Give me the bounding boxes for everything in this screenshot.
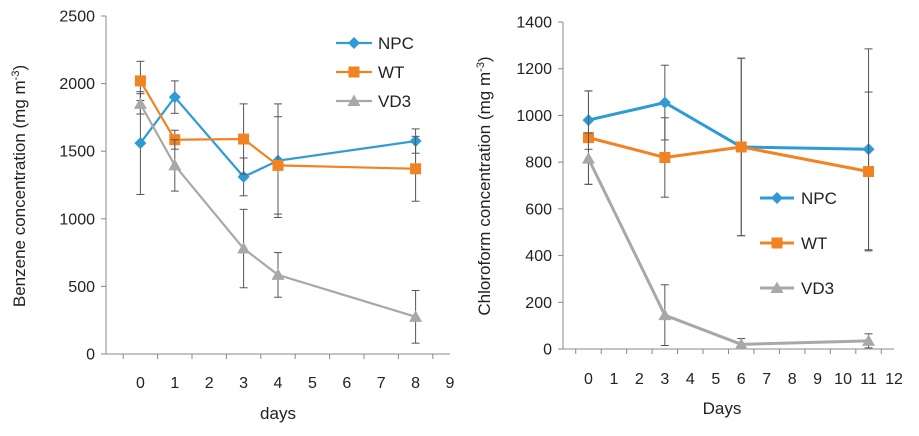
x-tick-label: 7: [377, 375, 386, 392]
legend-swatch-marker: [347, 94, 361, 106]
x-tick-label: 9: [813, 371, 822, 388]
data-point: [658, 308, 672, 321]
x-tick-label: 9: [446, 375, 455, 392]
data-point: [581, 152, 595, 164]
series-line-npc: [588, 100, 869, 151]
y-tick-label: 0: [543, 342, 552, 359]
x-tick-label: 3: [239, 375, 248, 392]
benzene-series: [133, 60, 423, 344]
x-tick-label: 4: [274, 375, 283, 392]
chloroform-legend: NPC WT VD3: [760, 189, 837, 298]
y-tick-label: 1000: [59, 211, 95, 228]
benzene-y-ticks: 0 500 1000 1500 2000 2500: [59, 9, 106, 364]
x-tick-label: 6: [737, 371, 746, 388]
legend-swatch-marker: [771, 192, 783, 204]
y-tick-label: 1500: [59, 144, 95, 161]
x-tick-label: 12: [885, 371, 903, 388]
data-point: [735, 141, 747, 153]
series-line-vd3: [587, 157, 869, 346]
legend-item-npc: NPC: [760, 189, 837, 208]
legend-item-vd3: VD3: [760, 279, 834, 298]
y-tick-label: 0: [86, 347, 95, 364]
benzene-x-ticks: 0 1 2 3 4 5 6 7 8 9: [122, 354, 455, 392]
x-tick-label: 4: [686, 371, 695, 388]
data-point: [134, 75, 146, 87]
data-point: [862, 334, 876, 346]
x-tick-label: 0: [136, 375, 145, 392]
chloroform-x-ticks: 0 1 2 3 4 5 6 7 8 9 10 11 12: [575, 349, 903, 388]
data-point: [133, 97, 147, 109]
series-vd3: [581, 132, 876, 350]
y-tick-label: 400: [525, 248, 552, 265]
y-tick-label: 1200: [516, 61, 552, 78]
chloroform-y-label: Chloroform concentration (mg m-3): [475, 56, 494, 315]
legend-label: NPC: [378, 34, 414, 53]
legend-label: VD3: [801, 279, 834, 298]
chloroform-y-ticks: 0 200 400 600 800 1000 1200 1400: [516, 15, 563, 359]
y-tick-label: 2500: [59, 9, 95, 26]
data-point: [238, 133, 250, 145]
benzene-y-label: Benzene concentration (mg m-3): [10, 65, 29, 307]
data-point: [410, 163, 422, 175]
data-point: [271, 268, 285, 280]
legend-item-vd3: VD3: [336, 92, 411, 111]
x-tick-label: 5: [711, 371, 720, 388]
legend-swatch-marker: [770, 281, 784, 293]
x-tick-label: 6: [342, 375, 351, 392]
legend-swatch-marker: [348, 66, 360, 78]
data-point: [168, 158, 182, 171]
y-tick-label: 1000: [516, 108, 552, 125]
legend-label: WT: [801, 234, 827, 253]
data-point: [237, 242, 251, 254]
benzene-x-label: days: [260, 404, 296, 423]
data-point: [272, 159, 284, 171]
x-tick-label: 1: [609, 371, 618, 388]
series-line-wt: [588, 136, 869, 173]
x-tick-label: 5: [308, 375, 317, 392]
y-tick-label: 1400: [516, 15, 552, 32]
x-tick-label: 10: [834, 371, 852, 388]
y-tick-label: 600: [525, 201, 552, 218]
series-wt: [582, 57, 875, 252]
legend-label: NPC: [801, 189, 837, 208]
x-tick-label: 7: [762, 371, 771, 388]
chloroform-series: [581, 48, 876, 350]
data-point: [863, 165, 875, 177]
legend-label: WT: [378, 63, 404, 82]
x-tick-label: 0: [584, 371, 593, 388]
y-tick-label: 200: [525, 295, 552, 312]
chart-benzene: 0 500 1000 1500 2000 2500 0 1 2 3 4 5 6 7 8 9 days Ben…: [10, 9, 455, 424]
x-tick-label: 8: [411, 375, 420, 392]
x-tick-label: 11: [860, 371, 877, 388]
y-tick-label: 2000: [59, 76, 95, 93]
y-tick-label: 800: [525, 155, 552, 172]
data-point: [409, 310, 423, 322]
data-point: [658, 96, 671, 109]
data-point: [734, 337, 748, 350]
x-tick-label: 2: [635, 371, 644, 388]
data-point: [168, 91, 181, 104]
legend-item-wt: WT: [336, 63, 404, 82]
legend-swatch-marker: [771, 237, 783, 249]
series-vd3: [133, 93, 423, 344]
legend-item-npc: NPC: [336, 34, 414, 53]
x-tick-label: 2: [205, 375, 214, 392]
x-tick-label: 8: [788, 371, 797, 388]
x-tick-label: 3: [660, 371, 669, 388]
chloroform-x-label: Days: [703, 399, 742, 418]
data-point: [134, 137, 147, 150]
y-tick-label: 500: [68, 279, 95, 296]
legend-swatch-marker: [348, 37, 360, 49]
legend-item-wt: WT: [760, 234, 827, 253]
legend-label: VD3: [378, 92, 411, 111]
data-point: [659, 151, 671, 163]
benzene-legend: NPC WT VD3: [336, 34, 414, 111]
x-tick-label: 1: [170, 375, 179, 392]
